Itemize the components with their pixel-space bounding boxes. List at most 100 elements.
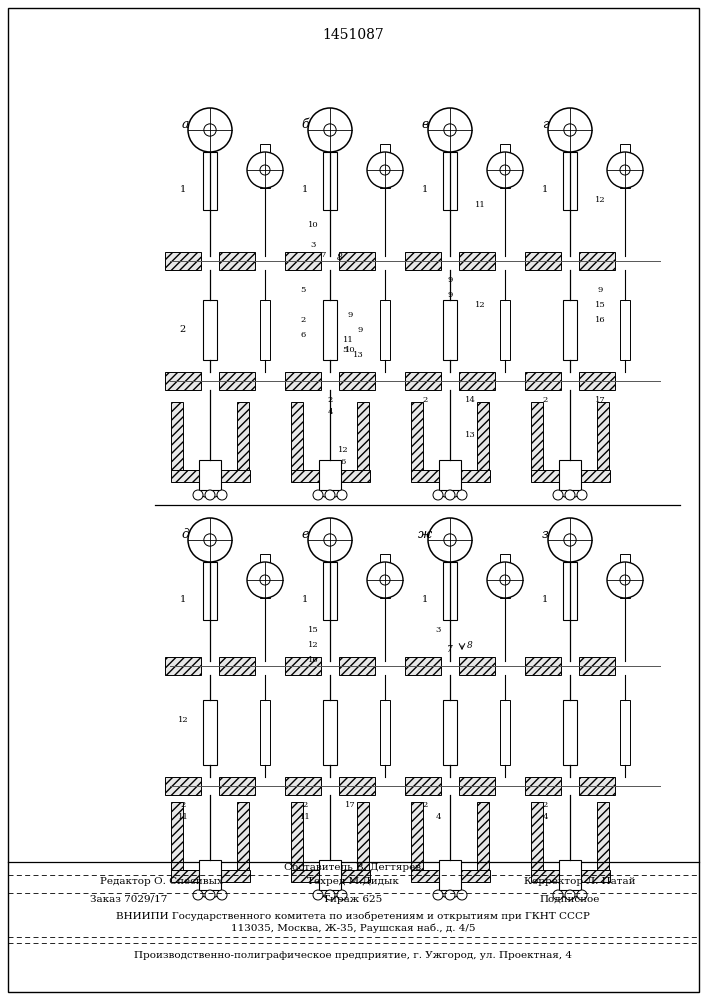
- Text: 9: 9: [597, 286, 602, 294]
- Bar: [525, 777, 561, 795]
- Circle shape: [487, 562, 523, 598]
- Bar: [620, 144, 630, 188]
- Text: 1: 1: [542, 595, 548, 604]
- Text: 2: 2: [303, 801, 308, 809]
- Circle shape: [548, 518, 592, 562]
- Circle shape: [380, 575, 390, 585]
- Circle shape: [204, 534, 216, 546]
- Text: д: д: [181, 528, 189, 542]
- Text: 6: 6: [340, 458, 346, 466]
- Bar: [171, 470, 250, 482]
- Circle shape: [367, 562, 403, 598]
- Circle shape: [457, 890, 467, 900]
- Bar: [203, 152, 217, 210]
- Bar: [525, 657, 561, 675]
- Bar: [260, 144, 270, 188]
- Text: 10: 10: [345, 346, 356, 354]
- Bar: [405, 657, 441, 675]
- Text: 2: 2: [180, 801, 186, 809]
- Bar: [237, 402, 249, 470]
- Text: 9: 9: [357, 326, 363, 334]
- Circle shape: [620, 575, 630, 585]
- Circle shape: [487, 152, 523, 188]
- Text: 11: 11: [343, 336, 354, 344]
- Circle shape: [457, 490, 467, 500]
- Bar: [171, 870, 250, 882]
- Circle shape: [548, 108, 592, 152]
- Text: 4: 4: [542, 813, 548, 821]
- Circle shape: [445, 490, 455, 500]
- Bar: [203, 562, 217, 620]
- Text: 1: 1: [422, 186, 428, 194]
- Bar: [165, 372, 201, 390]
- Text: 9: 9: [448, 276, 452, 284]
- Circle shape: [313, 490, 323, 500]
- Bar: [380, 300, 390, 360]
- Text: Корректор Л. Патай: Корректор Л. Патай: [525, 876, 636, 886]
- Circle shape: [433, 890, 443, 900]
- Circle shape: [564, 124, 576, 136]
- Bar: [439, 860, 461, 890]
- Bar: [405, 372, 441, 390]
- Text: 14: 14: [464, 396, 475, 404]
- Bar: [171, 402, 183, 470]
- Bar: [171, 802, 183, 870]
- Bar: [459, 657, 495, 675]
- Bar: [203, 300, 217, 360]
- Circle shape: [553, 890, 563, 900]
- Text: 7: 7: [447, 646, 453, 654]
- Bar: [439, 460, 461, 490]
- Text: 9: 9: [347, 311, 353, 319]
- Bar: [219, 252, 255, 270]
- Circle shape: [324, 124, 336, 136]
- Text: Подписное: Подписное: [540, 894, 600, 904]
- Bar: [477, 402, 489, 470]
- Circle shape: [188, 108, 232, 152]
- Text: 7: 7: [320, 251, 326, 259]
- Text: 12: 12: [177, 716, 188, 724]
- Circle shape: [565, 490, 575, 500]
- Circle shape: [247, 562, 283, 598]
- Text: г: г: [542, 118, 548, 131]
- Bar: [563, 300, 577, 360]
- Bar: [525, 372, 561, 390]
- Text: ВНИИПИ Государственного комитета по изобретениям и открытиям при ГКНТ СССР: ВНИИПИ Государственного комитета по изоб…: [116, 911, 590, 921]
- Circle shape: [433, 490, 443, 500]
- Circle shape: [308, 518, 352, 562]
- Circle shape: [607, 562, 643, 598]
- Bar: [531, 802, 543, 870]
- Text: 13: 13: [464, 431, 475, 439]
- Text: 6: 6: [300, 331, 305, 339]
- Bar: [291, 870, 370, 882]
- Bar: [339, 777, 375, 795]
- Text: 12: 12: [595, 196, 605, 204]
- Bar: [219, 777, 255, 795]
- Bar: [411, 870, 490, 882]
- Text: 2: 2: [542, 801, 548, 809]
- Text: Заказ 7029/17: Заказ 7029/17: [90, 894, 168, 904]
- Text: 113035, Москва, Ж-35, Раушская наб., д. 4/5: 113035, Москва, Ж-35, Раушская наб., д. …: [230, 923, 475, 933]
- Bar: [411, 402, 423, 470]
- Bar: [531, 470, 610, 482]
- Circle shape: [500, 575, 510, 585]
- Bar: [563, 562, 577, 620]
- Text: 12: 12: [474, 301, 485, 309]
- Circle shape: [337, 890, 347, 900]
- Bar: [620, 300, 630, 360]
- Bar: [559, 460, 581, 490]
- Bar: [219, 657, 255, 675]
- Circle shape: [313, 890, 323, 900]
- Bar: [291, 470, 370, 482]
- Circle shape: [500, 165, 510, 175]
- Bar: [405, 777, 441, 795]
- Circle shape: [620, 165, 630, 175]
- Text: 1451087: 1451087: [322, 28, 384, 42]
- Text: 10: 10: [308, 221, 318, 229]
- Text: 2: 2: [300, 316, 305, 324]
- Bar: [459, 372, 495, 390]
- Text: Производственно-полиграфическое предприятие, г. Ужгород, ул. Проектная, 4: Производственно-полиграфическое предприя…: [134, 950, 572, 960]
- Bar: [165, 657, 201, 675]
- Circle shape: [188, 518, 232, 562]
- Text: 1: 1: [302, 595, 308, 604]
- Bar: [500, 700, 510, 765]
